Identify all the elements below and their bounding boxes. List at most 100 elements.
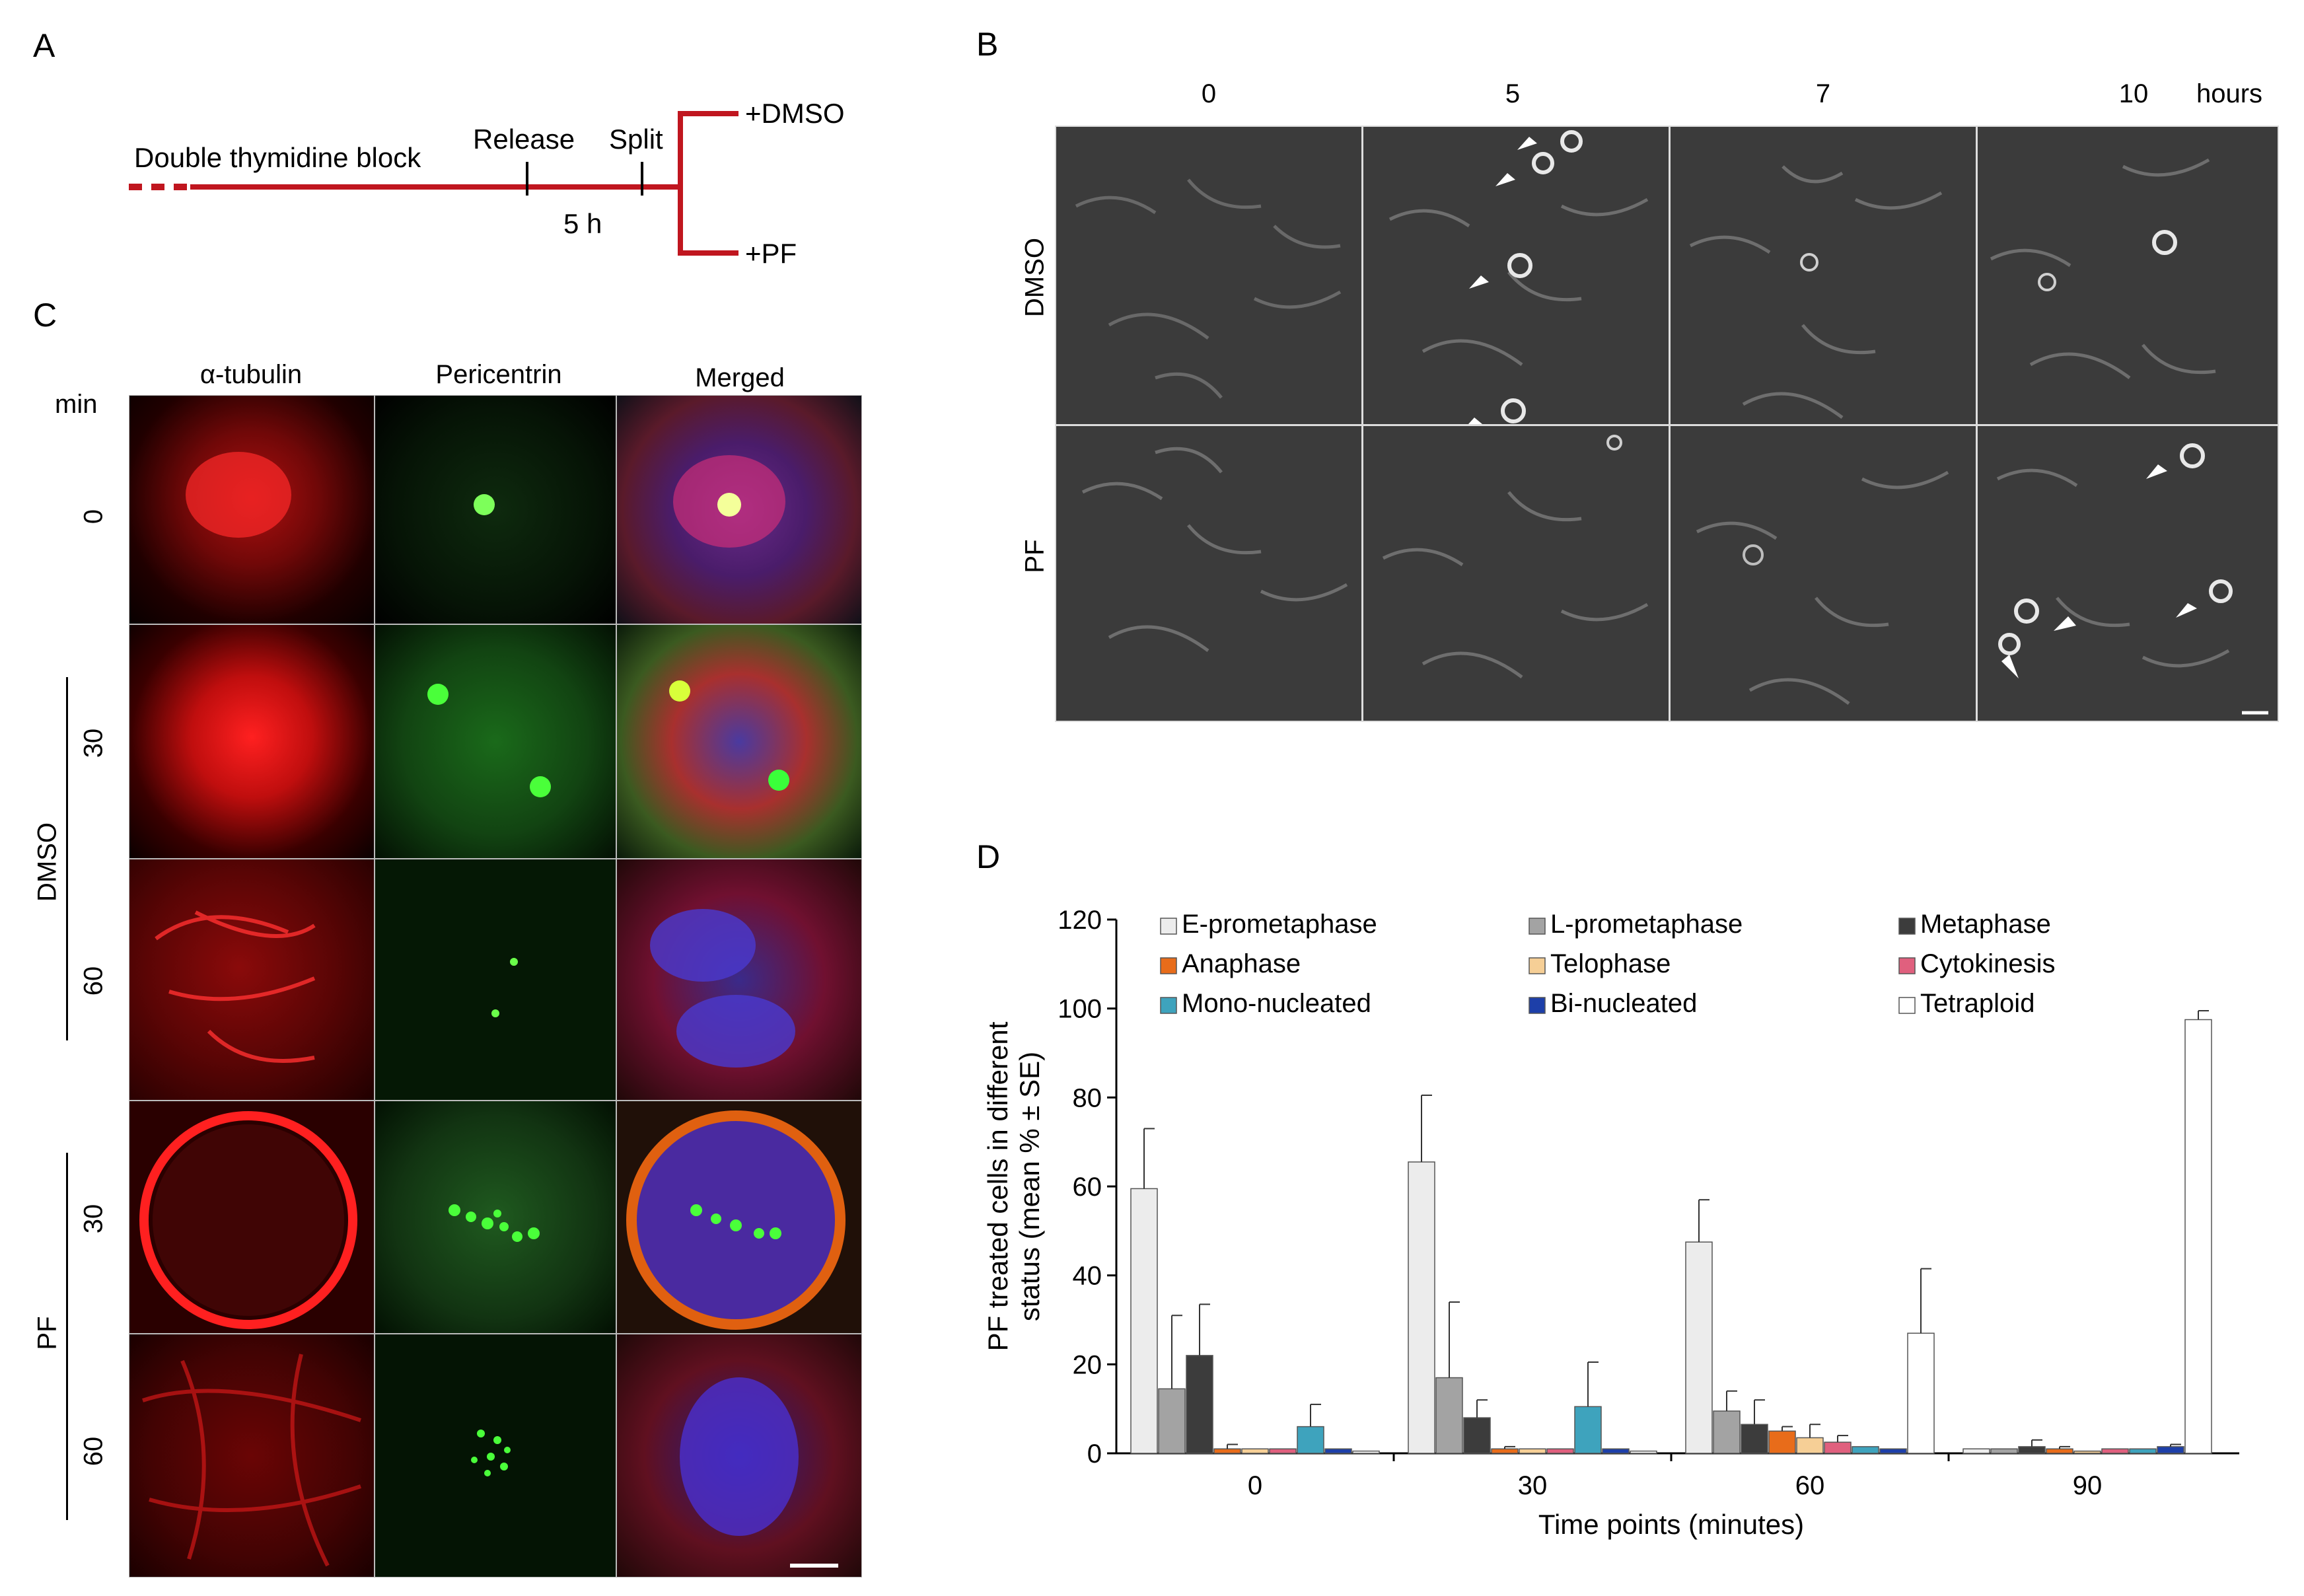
y-tick-label: 60 xyxy=(1073,1173,1102,1202)
row-time-pf-60: 60 xyxy=(79,1436,108,1467)
legend-swatch-cytokinesis xyxy=(1898,957,1916,974)
x-tick-label: 30 xyxy=(1518,1471,1548,1500)
bar-metaphase xyxy=(1186,1355,1213,1454)
row-time-0: 0 xyxy=(79,509,108,525)
merged-image-pf-30min xyxy=(616,1101,862,1334)
panel-label-a: A xyxy=(33,27,55,64)
bar-l-prometaphase xyxy=(1990,1448,2018,1454)
release-label: Release xyxy=(473,124,575,155)
bar-tetraploid xyxy=(1907,1332,1935,1454)
legend-label-bi-nucleated: Bi-nucleated xyxy=(1550,989,1697,1018)
microscopy-grid xyxy=(129,395,862,1578)
merged-image-0min xyxy=(616,395,862,624)
x-tick-label: 90 xyxy=(2073,1471,2103,1500)
bar-mono-nucleated xyxy=(1574,1406,1602,1454)
bar-mono-nucleated xyxy=(1297,1426,1324,1454)
y-axis-title: PF treated cells in different xyxy=(982,1021,1013,1351)
pericentrin-image-dmso-60min xyxy=(375,859,616,1101)
x-tick-label: 60 xyxy=(1795,1471,1825,1500)
tubulin-image-pf-30min xyxy=(129,1101,375,1334)
legend-label-e-prometaphase: E-prometaphase xyxy=(1182,910,1377,939)
y-axis-title-line2: status (mean % ± SE) xyxy=(1014,1052,1045,1321)
branch-pf-label: +PF xyxy=(745,238,797,269)
bar-cytokinesis xyxy=(2101,1448,2129,1454)
panel-label-c: C xyxy=(33,297,57,334)
phase-image-dmso-10h xyxy=(1976,126,2279,425)
bar-anaphase xyxy=(1491,1448,1519,1454)
y-tick-label: 40 xyxy=(1073,1262,1102,1291)
time-unit-label: hours xyxy=(2196,79,2263,108)
bar-mono-nucleated xyxy=(1852,1446,1879,1454)
timeline-diagram xyxy=(129,111,738,256)
group-bracket-pf xyxy=(66,1153,68,1520)
bar-metaphase xyxy=(1463,1417,1491,1454)
bar-anaphase xyxy=(1213,1448,1241,1454)
bar-bi-nucleated xyxy=(1324,1448,1352,1454)
phase-image-pf-5h xyxy=(1362,425,1670,722)
phase-image-dmso-0h xyxy=(1055,126,1363,425)
row-time-pf-30: 30 xyxy=(79,1204,108,1234)
pericentrin-image-0min xyxy=(375,395,616,624)
y-tick-label: 0 xyxy=(1087,1439,1102,1469)
bar-mono-nucleated xyxy=(2129,1448,2157,1454)
phase-image-pf-0h xyxy=(1055,425,1363,722)
legend-label-l-prometaphase: L-prometaphase xyxy=(1550,910,1743,939)
bar-bi-nucleated xyxy=(1879,1448,1907,1454)
legend-swatch-l-prometaphase xyxy=(1529,918,1546,935)
bar-chart: 0 20 40 60 80 100 120 PF treated cells in diffe… xyxy=(982,906,2239,1540)
column-header-pericentrin: Pericentrin xyxy=(435,360,562,389)
bar-telophase xyxy=(2073,1450,2101,1454)
row-label-pf: PF xyxy=(1020,539,1050,573)
bar-e-prometaphase xyxy=(1130,1188,1158,1454)
legend-swatch-anaphase xyxy=(1160,957,1177,974)
branch-dmso-label: +DMSO xyxy=(745,98,845,129)
bar-e-prometaphase xyxy=(1408,1161,1435,1454)
bar-tetraploid xyxy=(2184,1019,2212,1454)
phase-contrast-grid xyxy=(1055,126,2279,722)
panel-label-d: D xyxy=(976,838,1001,875)
group-bracket-dmso xyxy=(66,677,68,1040)
bar-telophase xyxy=(1796,1437,1824,1454)
bar-cytokinesis xyxy=(1546,1448,1574,1454)
legend-label-metaphase: Metaphase xyxy=(1920,910,2051,939)
legend-swatch-mono-nucleated xyxy=(1160,997,1177,1014)
bar-e-prometaphase xyxy=(1962,1448,1990,1454)
legend-swatch-tetraploid xyxy=(1898,997,1916,1014)
legend-swatch-metaphase xyxy=(1898,918,1916,935)
time-header-5: 5 xyxy=(1505,79,1521,108)
bar-telophase xyxy=(1519,1448,1546,1454)
legend-label-tetraploid: Tetraploid xyxy=(1920,989,2034,1018)
y-tick-label: 80 xyxy=(1073,1083,1102,1112)
y-tick-label: 120 xyxy=(1058,906,1102,935)
bar-tetraploid xyxy=(1630,1450,1657,1454)
y-tick-label: 100 xyxy=(1058,995,1102,1024)
x-axis-title: Time points (minutes) xyxy=(1538,1509,1804,1540)
bar-anaphase xyxy=(2046,1448,2073,1454)
bar-bi-nucleated xyxy=(2157,1446,2184,1454)
duration-label: 5 h xyxy=(563,208,602,239)
merged-image-dmso-30min xyxy=(616,624,862,859)
legend-label-telophase: Telophase xyxy=(1550,949,1671,978)
legend-label-mono-nucleated: Mono-nucleated xyxy=(1182,989,1371,1018)
row-time-dmso-30: 30 xyxy=(79,728,108,758)
tubulin-image-dmso-30min xyxy=(129,624,375,859)
time-header-10: 10 xyxy=(2118,79,2149,108)
pericentrin-image-pf-60min xyxy=(375,1334,616,1578)
pericentrin-image-dmso-30min xyxy=(375,624,616,859)
bar-e-prometaphase xyxy=(1685,1241,1713,1454)
merged-image-dmso-60min xyxy=(616,859,862,1101)
bar-cytokinesis xyxy=(1824,1441,1852,1454)
legend-swatch-e-prometaphase xyxy=(1160,918,1177,935)
group-label-dmso: DMSO xyxy=(32,822,62,902)
legend-swatch-bi-nucleated xyxy=(1529,997,1546,1014)
bar-tetraploid xyxy=(1352,1450,1380,1454)
column-header-merged: Merged xyxy=(695,363,785,392)
unit-label-min: min xyxy=(55,390,98,419)
x-tick-label: 0 xyxy=(1248,1471,1262,1500)
legend-label-cytokinesis: Cytokinesis xyxy=(1920,949,2056,978)
bar-metaphase xyxy=(2018,1446,2046,1454)
tubulin-image-0min xyxy=(129,395,375,624)
legend-label-anaphase: Anaphase xyxy=(1182,949,1301,978)
tubulin-image-dmso-60min xyxy=(129,859,375,1101)
bar-l-prometaphase xyxy=(1713,1410,1741,1454)
